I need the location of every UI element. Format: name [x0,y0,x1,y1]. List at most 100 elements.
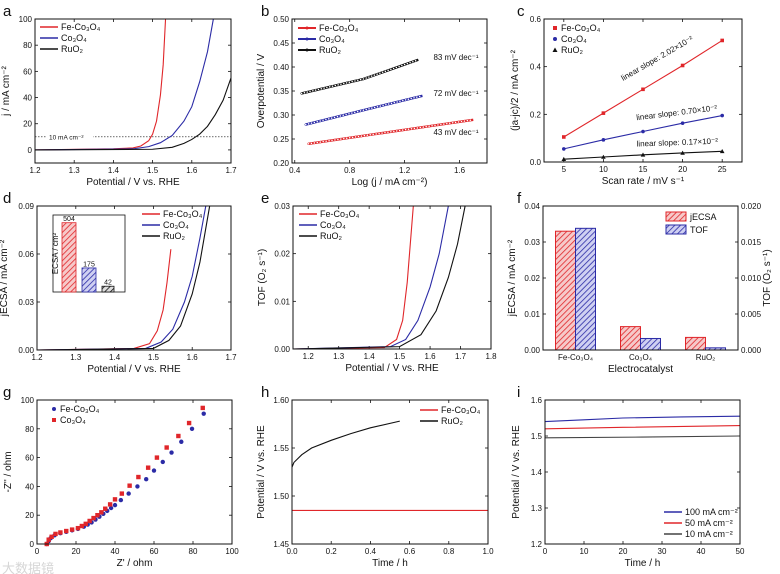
data-point [317,88,320,91]
series-0 [34,18,167,151]
annotation: linear slope: 0.17×10⁻² [636,137,718,149]
y-tick-label: 1.45 [273,540,289,549]
data-point [307,122,310,126]
series-line [292,205,414,350]
y-tick-label: 1.55 [273,444,289,453]
series-line [292,205,466,350]
data-point [314,88,317,92]
panel-d: d 1.2 1.3 1.4 1.5 1.6 1.7 0.00 0.03 0.06 0.09 Poten… [0,190,237,375]
series-0 [292,205,414,350]
x-tick-label: 100 [225,547,239,556]
data-point [354,135,357,139]
data-point [360,134,363,138]
x-tick-label: 1.6 [425,352,437,361]
data-point [107,502,113,507]
x-tick-label: 1.0 [482,547,494,556]
data-point [390,102,393,105]
data-point [392,130,396,133]
data-point [404,98,407,102]
x-tick-label: 1.5 [394,352,406,361]
data-point [330,139,334,142]
data-point [377,132,381,135]
y-tick-label: 40 [25,482,34,491]
inset-y-label: ECSA / cm² [51,232,60,274]
x-tick-label: 40 [697,547,706,556]
data-point [364,76,368,80]
y-tick-label: 0.09 [18,202,34,211]
data-point [331,84,334,88]
x-tick-label: 20 [678,165,687,174]
x-tick-label: 1.7 [225,353,237,362]
panel-letter: e [261,190,269,207]
series-2 [292,205,466,350]
x-tick-label: 80 [189,547,198,556]
legend-marker [553,26,557,30]
y-tick-label: 0.40 [273,63,289,72]
data-point [386,69,390,72]
panel-b: b 0.4 0.8 1.2 1.6 0.20 0.25 0.30 0.35 0.40 0.45 0.5… [256,3,488,188]
data-point [357,135,360,138]
series-line [301,58,419,95]
legend-label: Co₃O₄ [320,220,346,230]
panel-letter: b [261,3,269,20]
series-1 [562,113,724,151]
data-point [364,108,368,111]
data-point [362,108,365,112]
inset-bar-label: 42 [104,280,112,287]
series-line [36,205,207,351]
y-tick-label: 1.4 [531,468,543,477]
data-point [460,120,463,123]
x-tick-label: 1.2 [29,166,41,175]
panel-letter: c [517,3,525,20]
bar-tof [640,337,661,351]
data-point [328,85,331,89]
data-point [321,119,325,122]
y-tick-label: 0.45 [273,39,289,48]
x-axis-label: Time / h [625,558,661,569]
data-point [367,75,371,79]
x-tick-label: 15 [639,165,648,174]
data-point [392,67,395,70]
data-point [401,128,404,132]
legend-label: RuO₂ [561,45,584,55]
panel-a: a 1.2 1.3 1.4 1.5 1.6 1.7 0 20 40 60 80 100 Potential… [1,3,237,188]
data-point [126,491,131,496]
x-tick-label: 0 [35,547,40,556]
legend-label: Fe-Co₃O₄ [441,405,481,415]
data-point [339,114,342,118]
data-point [408,61,412,64]
data-point [83,521,88,527]
x-tick-label: 1.6 [186,166,198,175]
data-point [186,420,192,426]
panel-letter: h [261,384,269,401]
x-tick-label: 1.7 [225,166,237,175]
panel-h: h 0.0 0.2 0.4 0.6 0.8 1.0 1.45 1.50 1.55 1.60 Time … [256,384,494,569]
data-point [398,129,401,132]
data-point [680,150,685,155]
x-tick-label: 0.0 [286,547,298,556]
data-point [601,138,606,142]
x-axis-label: Z' / ohm [117,558,153,569]
data-point [310,142,313,145]
y-tick-label: 1.6 [531,396,543,405]
data-point [99,510,104,515]
data-point [336,115,339,118]
legend-label: RuO₂ [163,231,186,241]
data-point [369,133,372,137]
data-point [430,124,434,128]
data-point [95,513,100,518]
data-point [381,104,385,107]
legend-label: RuO₂ [61,44,84,54]
y-tick-label: 1.50 [273,492,289,501]
legend-label: Fe-Co₃O₄ [163,209,203,219]
data-point [46,537,51,542]
data-point [324,118,328,121]
data-point [371,133,375,136]
y-tick-label: 0.00 [18,346,34,355]
data-point [448,121,451,125]
data-point [412,96,416,100]
data-point [366,133,369,137]
x-tick-label: 0.8 [344,166,356,175]
y-tick-label: 0.00 [524,346,540,355]
data-point [49,534,54,539]
